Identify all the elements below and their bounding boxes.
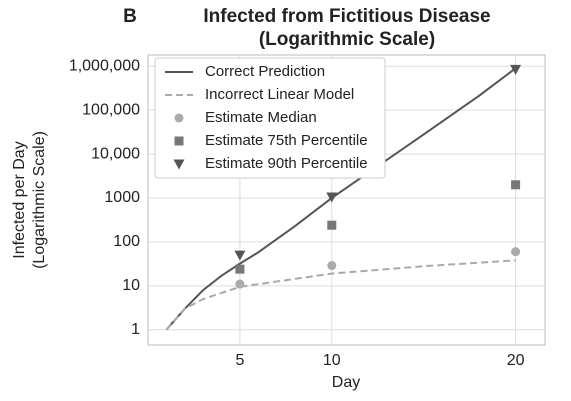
chart-title: Infected from Fictitious Disease bbox=[203, 6, 490, 27]
legend-marker bbox=[173, 159, 185, 170]
legend-label: Estimate 90th Percentile bbox=[205, 155, 368, 172]
point bbox=[235, 264, 245, 274]
point bbox=[510, 64, 522, 75]
point bbox=[326, 192, 338, 203]
point bbox=[235, 279, 245, 289]
legend-label: Estimate 75th Percentile bbox=[205, 132, 368, 149]
line bbox=[165, 259, 516, 331]
legend-box bbox=[154, 57, 386, 179]
legend-label: Correct Prediction bbox=[205, 63, 325, 80]
point bbox=[327, 220, 337, 230]
x-tick-label: 5 bbox=[235, 352, 244, 369]
legend-marker bbox=[174, 113, 184, 123]
chart-title: (Logarithmic Scale) bbox=[259, 29, 435, 50]
point bbox=[511, 180, 521, 190]
y-axis-label: (Logarithmic Scale) bbox=[31, 131, 48, 269]
legend-label: Incorrect Linear Model bbox=[205, 86, 354, 103]
y-tick-label: 1000 bbox=[104, 189, 140, 206]
panel-label: B bbox=[123, 6, 137, 27]
y-axis-label: Infected per Day bbox=[11, 141, 28, 258]
point bbox=[234, 250, 246, 261]
point bbox=[511, 247, 521, 257]
x-tick-label: 10 bbox=[323, 352, 341, 369]
y-tick-label: 10 bbox=[122, 277, 140, 294]
x-axis-label: Day bbox=[332, 374, 360, 391]
y-tick-label: 100 bbox=[113, 233, 140, 250]
y-tick-label: 100,000 bbox=[82, 101, 140, 118]
point bbox=[327, 261, 337, 271]
legend-label: Estimate Median bbox=[205, 109, 317, 126]
y-tick-label: 1,000,000 bbox=[69, 57, 140, 74]
x-tick-label: 20 bbox=[507, 352, 525, 369]
legend-marker bbox=[174, 136, 184, 146]
y-tick-label: 1 bbox=[131, 321, 140, 338]
y-tick-label: 10,000 bbox=[91, 145, 140, 162]
line bbox=[165, 67, 517, 331]
